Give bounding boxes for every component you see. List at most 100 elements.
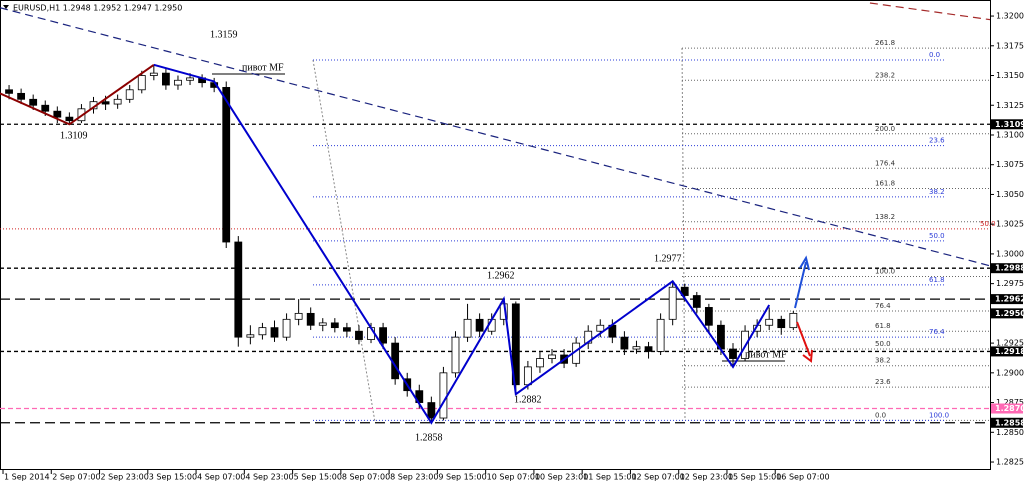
candle-body [704, 307, 713, 326]
candle-body [523, 366, 532, 386]
level-label: 1.2870 [995, 404, 1024, 413]
candle-body [17, 92, 26, 100]
candle-body [234, 241, 243, 338]
fib-label: 23.6 [875, 378, 891, 386]
candle-body [548, 354, 556, 359]
fib-label: 61.8 [875, 322, 891, 330]
annotation: 1.2858 [415, 432, 443, 443]
annotation: пивот MF [745, 349, 787, 360]
layer: 261.8 238.2 200.0 176.4 161.8 138.2 100.0 76.4 6… [0, 2, 996, 443]
fib-label: 61.8 [929, 276, 945, 284]
annotation: 1.3159 [210, 29, 238, 40]
candle-body [765, 318, 774, 326]
chart-title: EURUSD,H1 1.2948 1.2952 1.2947 1.2950 [13, 4, 182, 13]
candle-body [355, 330, 363, 340]
level-label: 1.2858 [995, 418, 1024, 427]
candle-body [306, 312, 315, 326]
x-tick-label: 8 Sep 07:00 [342, 473, 390, 482]
fib-label: 100.0 [929, 411, 949, 419]
candle-body [246, 334, 255, 338]
fib-label: 0.0 [875, 411, 886, 419]
annotation: 1.2977 [654, 253, 682, 264]
level-box [991, 119, 1023, 130]
level-label: 1.2950 [995, 309, 1024, 318]
title-marker [3, 5, 9, 9]
fib-label: 161.8 [875, 179, 895, 187]
x-tick-label: 5 Sep 15:00 [294, 473, 342, 482]
zigzag [153, 63, 771, 425]
candle-body [632, 346, 641, 350]
candle-body [644, 346, 653, 352]
x-tick-label: 12 Sep 23:00 [680, 473, 733, 482]
candle-body [65, 116, 74, 122]
x-tick-label: 3 Sep 15:00 [149, 473, 197, 482]
fib-label: 76.4 [929, 328, 945, 336]
level-label: 1.2918 [995, 347, 1024, 356]
candle-body [692, 295, 701, 308]
candle-body [656, 318, 665, 352]
fib-label: 23.6 [929, 137, 945, 145]
level-box [991, 294, 1023, 305]
candle-body [729, 348, 737, 359]
fib-label: 50.0 [929, 232, 945, 240]
level-box [991, 308, 1023, 319]
candle-body [680, 286, 689, 296]
candle-body [463, 318, 472, 338]
candle-body [511, 303, 520, 386]
x-tick-label: 2 Sep 23:00 [101, 473, 149, 482]
candle-body [379, 327, 387, 344]
annotation: 1.2962 [487, 270, 515, 281]
y-tick-label: 1.2925 [996, 339, 1024, 348]
candle-body [342, 327, 351, 332]
trendline [869, 2, 991, 21]
candle-body [101, 101, 110, 105]
x-tick-label: 4 Sep 23:00 [245, 473, 293, 482]
level-box [991, 403, 1023, 414]
x-tick-label: 9 Sep 15:00 [438, 473, 486, 482]
candle-body [330, 322, 339, 329]
annotation: 1.2882 [514, 394, 542, 405]
candle-body [451, 336, 460, 374]
x-tick-label: 10 Sep 07:00 [487, 473, 540, 482]
trendline [0, 7, 991, 267]
x-tick-label: 2 Sep 07:00 [52, 473, 100, 482]
candle-body [174, 79, 182, 86]
y-tick-label: 1.3025 [996, 220, 1024, 229]
y-tick-label: 1.3150 [996, 71, 1024, 80]
x-tick-label: 12 Sep 07:00 [631, 473, 684, 482]
fib-label: 0.0 [929, 51, 940, 59]
fib-label: 100.0 [875, 268, 895, 276]
fib-label: 200.0 [875, 125, 895, 133]
x-tick-label: 8 Sep 23:00 [390, 473, 438, 482]
candle-body [113, 98, 122, 105]
fib-guide [312, 59, 376, 423]
y-tick-label: 1.2900 [996, 368, 1024, 377]
level-box [991, 417, 1023, 428]
fib-label: 238.2 [875, 71, 895, 79]
candle-body [258, 327, 267, 336]
y-tick-label: 1.2825 [996, 458, 1024, 467]
plot-frame [0, 0, 991, 470]
candle-body [777, 318, 786, 329]
candle-body [282, 318, 291, 338]
zigzag [0, 63, 155, 126]
y-tick-label: 1.2975 [996, 279, 1024, 288]
y-tick-label: 1.3050 [996, 190, 1024, 199]
x-tick-label: 10 Sep 23:00 [535, 473, 588, 482]
fib-label: 38.2 [929, 188, 945, 196]
fib-label: 138.2 [875, 213, 895, 221]
y-tick-label: 1.3200 [996, 12, 1024, 21]
up-arrow [794, 255, 810, 309]
level-box [991, 263, 1023, 274]
candle-body [427, 402, 436, 419]
candle-body [222, 87, 231, 243]
candle-body [186, 77, 194, 81]
candle-body [41, 104, 50, 112]
candle-body [439, 372, 448, 419]
fib-label: 176.4 [875, 159, 896, 167]
x-tick-label: 11 Sep 15:00 [583, 473, 636, 482]
x-tick-label: 16 Sep 07:00 [776, 473, 829, 482]
candle-body [137, 75, 146, 91]
level-label: 1.3109 [995, 120, 1024, 129]
